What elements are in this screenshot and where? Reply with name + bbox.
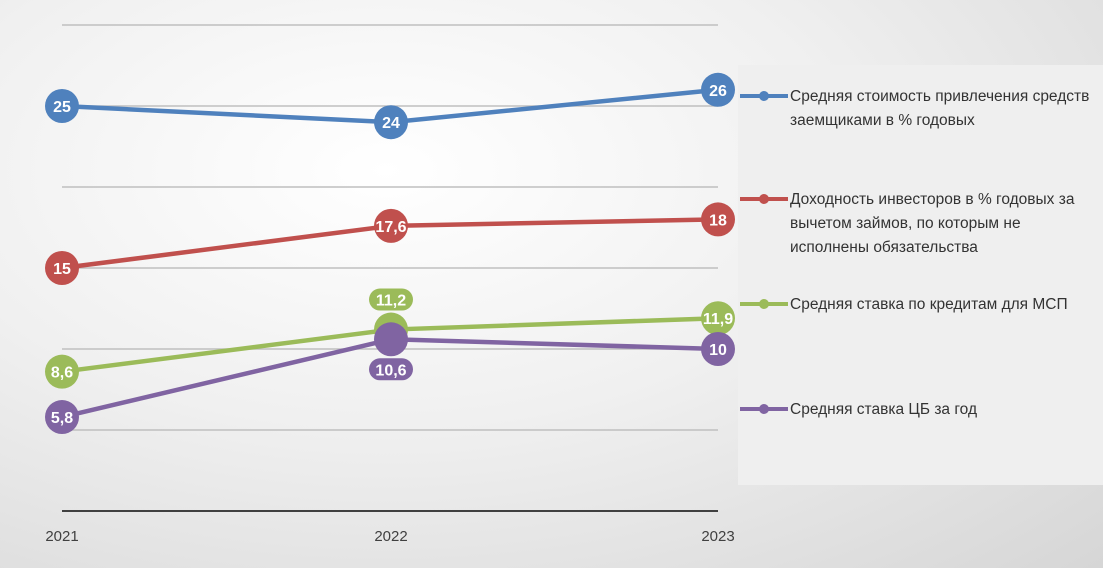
legend: Средняя стоимость привлечения средств за… (738, 65, 1103, 485)
data-point (701, 72, 735, 107)
x-tick-label: 2023 (701, 528, 734, 545)
legend-label: Доходность инвесторов в % годовых за выч… (790, 191, 1075, 256)
legend-item: Доходность инвесторов в % годовых за выч… (738, 188, 1100, 260)
data-label: 25 (53, 99, 71, 116)
data-label: 26 (709, 83, 727, 100)
legend-label: Средняя стоимость привлечения средств за… (790, 88, 1090, 129)
data-point (45, 89, 79, 123)
legend-item: Средняя ставка по кредитам для МСП (738, 293, 1100, 317)
data-label: 18 (709, 212, 727, 229)
data-label: 10 (709, 342, 727, 359)
data-label-background (369, 288, 413, 311)
legend-marker-icon (738, 293, 790, 313)
legend-marker-icon (738, 85, 790, 105)
legend-item: Средняя стоимость привлечения средств за… (738, 85, 1100, 133)
data-label: 5,8 (51, 410, 73, 427)
x-tick-label: 2021 (45, 528, 78, 545)
data-point (374, 105, 408, 140)
legend-label: Средняя ставка ЦБ за год (790, 401, 977, 418)
data-label: 8,6 (51, 365, 73, 382)
data-point (45, 354, 79, 389)
data-point (374, 322, 408, 357)
legend-item: Средняя ставка ЦБ за год (738, 398, 1100, 422)
data-label: 17,6 (375, 219, 406, 236)
data-label: 15 (53, 261, 71, 278)
data-point (45, 400, 79, 435)
data-label: 10,6 (375, 362, 406, 379)
data-point (701, 332, 735, 366)
data-point (701, 202, 735, 237)
data-label: 11,9 (703, 311, 733, 328)
data-label-background (369, 358, 413, 381)
x-tick-label: 2022 (374, 528, 407, 545)
data-point (701, 301, 735, 336)
data-point (45, 251, 79, 285)
data-label: 24 (382, 115, 400, 132)
legend-label: Средняя ставка по кредитам для МСП (790, 296, 1068, 313)
legend-marker-icon (738, 398, 790, 418)
data-point (374, 208, 408, 243)
data-label: 11,2 (376, 293, 406, 310)
legend-marker-icon (738, 188, 790, 208)
